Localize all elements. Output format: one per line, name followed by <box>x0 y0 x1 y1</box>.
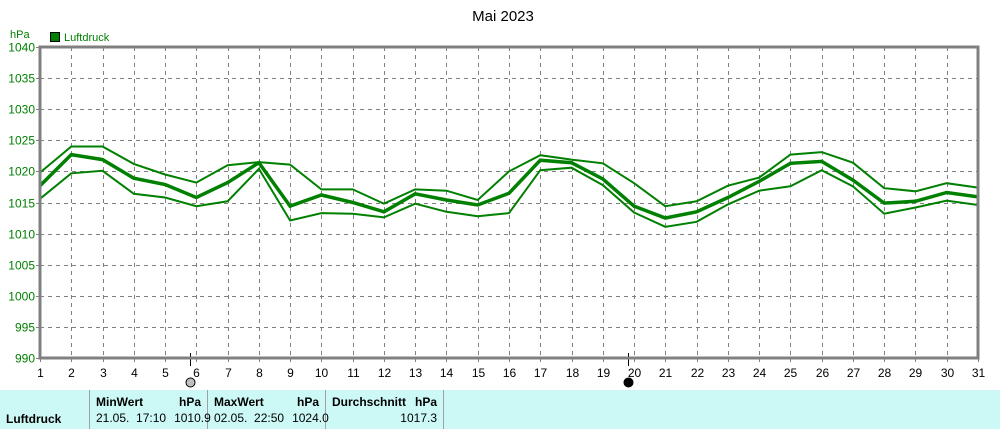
stats-empty <box>444 390 1000 429</box>
x-tick-label: 5 <box>162 366 169 380</box>
y-tick-label: 1020 <box>8 165 35 179</box>
x-tick-label: 7 <box>225 366 232 380</box>
x-axis: 1 2 3 4 5 6 7 8 9 10 11 12 13 14 15 16 17 18 19 20 21 22 23 24 2… <box>37 358 985 380</box>
x-tick-label: 29 <box>909 366 923 380</box>
x-tick-label: 30 <box>941 366 955 380</box>
stats-min-cell: MinWert hPa 21.05. 17:10 1010.9 <box>90 390 211 429</box>
chart-title: Mai 2023 <box>472 8 534 25</box>
max-time: 22:50 <box>254 410 285 425</box>
x-tick-label: 31 <box>972 366 986 380</box>
x-tick-label: 10 <box>315 366 329 380</box>
y-tick-label: 1005 <box>8 259 35 273</box>
x-tick-label: 9 <box>287 366 294 380</box>
x-tick-label: 22 <box>691 366 705 380</box>
stats-row-label: Luftdruck <box>0 390 90 429</box>
x-tick-label: 25 <box>784 366 798 380</box>
min-value: 1010.9 <box>174 410 211 425</box>
min-date: 21.05. <box>96 410 130 425</box>
x-tick-label: 8 <box>256 366 263 380</box>
data-series <box>38 145 979 228</box>
x-tick-label: 21 <box>659 366 673 380</box>
y-tick-label: 1000 <box>8 290 35 304</box>
y-axis: 990 995 1000 1005 1010 1015 1020 1025 1030 1035 10… <box>8 41 40 366</box>
max-date: 02.05. <box>214 410 248 425</box>
x-tick-label: 6 <box>193 366 200 380</box>
x-tick-label: 28 <box>878 366 892 380</box>
y-tick-label: 1010 <box>8 228 35 242</box>
x-tick-label: 23 <box>722 366 736 380</box>
y-tick-label: 1025 <box>8 134 35 148</box>
grid <box>40 47 978 358</box>
moon-phase-markers <box>185 353 634 388</box>
x-tick-label: 3 <box>100 366 107 380</box>
plot-frame <box>38 45 980 360</box>
y-tick-label: 990 <box>15 352 35 366</box>
x-tick-label: 18 <box>566 366 580 380</box>
y-tick-label: 1040 <box>8 41 35 55</box>
legend-swatch <box>50 32 60 42</box>
max-unit: hPa <box>296 394 319 409</box>
x-tick-label: 11 <box>347 366 360 380</box>
new-moon-icon <box>623 377 634 388</box>
max-header: MaxWert <box>214 394 264 409</box>
y-tick-label: 1035 <box>8 72 35 86</box>
x-tick-label: 4 <box>131 366 138 380</box>
x-tick-label: 1 <box>37 366 44 380</box>
y-tick-label: 1015 <box>8 197 35 211</box>
y-tick-label: 995 <box>15 321 35 335</box>
legend-label: Luftdruck <box>64 32 110 44</box>
min-time: 17:10 <box>136 410 167 425</box>
legend: Luftdruck <box>50 32 110 44</box>
x-tick-label: 2 <box>68 366 75 380</box>
statistics-table: Luftdruck MinWert hPa 21.05. 17:10 1010.9 … <box>0 390 1000 429</box>
series-line-luftdruck-min <box>39 166 979 228</box>
stats-max-cell: MaxWert hPa 02.05. 22:50 1024.0 <box>208 390 329 429</box>
x-tick-label: 19 <box>597 366 611 380</box>
row-label-text: Luftdruck <box>6 412 62 426</box>
x-tick-label: 17 <box>534 366 548 380</box>
max-value: 1024.0 <box>292 410 329 425</box>
x-tick-label: 13 <box>409 366 423 380</box>
x-tick-label: 12 <box>378 366 392 380</box>
series-line-luftdruck <box>38 152 979 220</box>
avg-value: 1017.3 <box>400 410 437 425</box>
x-tick-label: 14 <box>440 366 454 380</box>
min-unit: hPa <box>178 394 201 409</box>
series-line-luftdruck-max <box>39 145 979 208</box>
y-axis-unit: hPa <box>10 29 30 41</box>
x-tick-label: 27 <box>847 366 861 380</box>
avg-header: Durchschnitt <box>332 394 407 409</box>
x-tick-label: 26 <box>816 366 830 380</box>
pressure-chart: Mai 2023 hPa Luftdruck 99099510001005101… <box>8 8 985 388</box>
x-tick-label: 16 <box>503 366 517 380</box>
avg-unit: hPa <box>414 394 437 409</box>
stats-avg-cell: Durchschnitt hPa 1017.3 <box>326 390 444 429</box>
x-tick-label: 24 <box>753 366 767 380</box>
min-header: MinWert <box>96 394 144 409</box>
full-moon-icon <box>185 377 196 388</box>
x-tick-label: 20 <box>628 366 642 380</box>
y-tick-label: 1030 <box>8 103 35 117</box>
x-tick-label: 15 <box>472 366 486 380</box>
